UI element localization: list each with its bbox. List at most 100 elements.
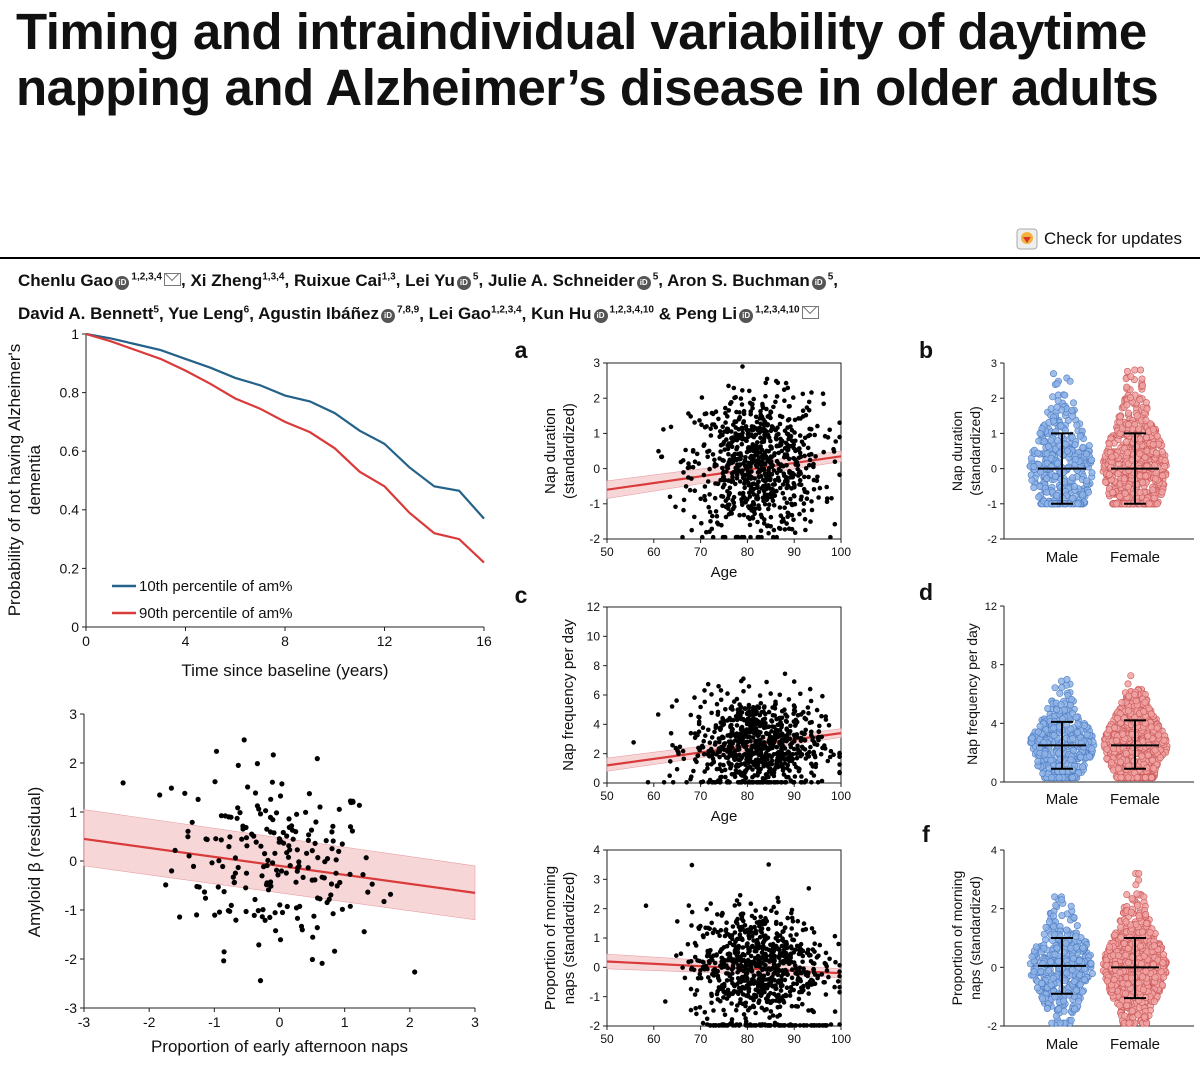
data-point (257, 978, 264, 984)
data-point (1141, 453, 1149, 461)
data-point (689, 923, 694, 928)
data-point (747, 734, 752, 740)
data-point (680, 534, 685, 540)
author-name[interactable]: Lei Yu iD5 (405, 270, 479, 290)
data-point (785, 972, 790, 978)
data-point (710, 930, 716, 936)
data-point (769, 472, 775, 477)
data-point (157, 792, 163, 798)
data-point (826, 723, 832, 728)
data-point (690, 448, 696, 453)
data-point (728, 765, 733, 771)
data-point (837, 769, 842, 775)
data-point (726, 383, 731, 389)
data-point (215, 884, 221, 890)
data-point (674, 766, 680, 772)
data-point (290, 836, 296, 842)
data-point (1144, 751, 1152, 759)
data-point (734, 921, 740, 926)
data-point (768, 976, 774, 981)
data-point (1109, 488, 1117, 496)
data-point (720, 485, 726, 490)
orcid-icon[interactable]: iD (636, 275, 651, 290)
data-point (722, 767, 728, 773)
author-name[interactable]: David A. Bennett5 (18, 304, 159, 324)
data-point (708, 433, 714, 438)
data-point (284, 850, 290, 856)
y-tick-label: 1 (593, 931, 600, 945)
author-name[interactable]: Peng Li iD1,2,3,4,10 (676, 304, 819, 324)
author-name[interactable]: Julie A. Schneider iD5 (487, 270, 659, 290)
data-point (794, 966, 800, 972)
data-point (743, 706, 748, 711)
data-point (310, 934, 316, 940)
data-point (796, 416, 801, 421)
author-name[interactable]: Ruixue Cai1,3 (293, 270, 396, 290)
data-point (771, 949, 776, 954)
check-for-updates-link[interactable]: Check for updates (1016, 228, 1182, 250)
y-tick-label: 12 (985, 601, 997, 613)
data-point (745, 927, 751, 933)
data-point (1142, 472, 1150, 480)
data-point (670, 743, 675, 748)
orcid-icon[interactable]: iD (456, 275, 471, 290)
y-tick-label: 0 (593, 776, 600, 790)
data-point (702, 411, 708, 417)
author-name[interactable]: Chenlu Gao iD1,2,3,4 (18, 271, 181, 290)
data-point (698, 968, 703, 973)
data-point (258, 843, 264, 849)
data-point (757, 693, 763, 698)
y-tick-label: 3 (593, 873, 600, 887)
data-point (742, 485, 747, 491)
data-point (276, 836, 282, 842)
data-point (757, 922, 762, 927)
orcid-icon[interactable]: iD (811, 275, 826, 290)
email-icon[interactable] (164, 272, 181, 286)
data-point (733, 950, 739, 955)
orcid-icon[interactable]: iD (380, 309, 395, 324)
data-point (721, 721, 727, 727)
data-point (733, 1023, 738, 1028)
data-point (796, 975, 801, 981)
x-tick-label: 12 (377, 633, 393, 649)
data-point (750, 780, 756, 785)
orcid-icon[interactable]: iD (739, 309, 754, 324)
data-point (763, 962, 768, 968)
author-name[interactable]: Yue Leng6 (168, 304, 250, 324)
data-point (771, 534, 776, 540)
data-point (259, 873, 265, 879)
data-point (730, 707, 735, 712)
data-point (228, 902, 234, 909)
data-point (755, 704, 760, 709)
data-point (808, 744, 813, 750)
orcid-icon[interactable]: iD (115, 275, 130, 290)
author-name[interactable]: Agustin Ibáñez iD7,8,9 (258, 304, 420, 324)
data-point (347, 824, 354, 830)
data-point (800, 959, 805, 965)
data-point (682, 975, 688, 981)
data-point (804, 751, 810, 757)
data-point (723, 707, 728, 712)
author-name[interactable]: Lei Gao1,2,3,4 (428, 304, 522, 324)
data-point (741, 1012, 747, 1017)
data-point (737, 1000, 743, 1006)
author-name[interactable]: Xi Zheng1,3,4 (190, 270, 285, 290)
author-name[interactable]: Aron S. Buchman iD5 (667, 270, 834, 290)
data-point (715, 912, 720, 917)
data-point (761, 762, 766, 768)
data-point (294, 847, 300, 853)
data-point (730, 924, 736, 929)
author-name[interactable]: Kun Hu iD1,2,3,4,10 (531, 304, 654, 324)
data-point (729, 722, 734, 728)
data-point (710, 513, 715, 519)
data-point (817, 723, 822, 729)
orcid-icon[interactable]: iD (593, 309, 608, 324)
data-point (253, 839, 259, 845)
data-point (774, 488, 779, 494)
email-icon[interactable] (801, 306, 819, 320)
data-point (692, 940, 698, 946)
data-point (1125, 692, 1133, 700)
y-tick-label: 12 (587, 600, 601, 614)
data-point (643, 903, 649, 908)
data-point (686, 903, 692, 908)
